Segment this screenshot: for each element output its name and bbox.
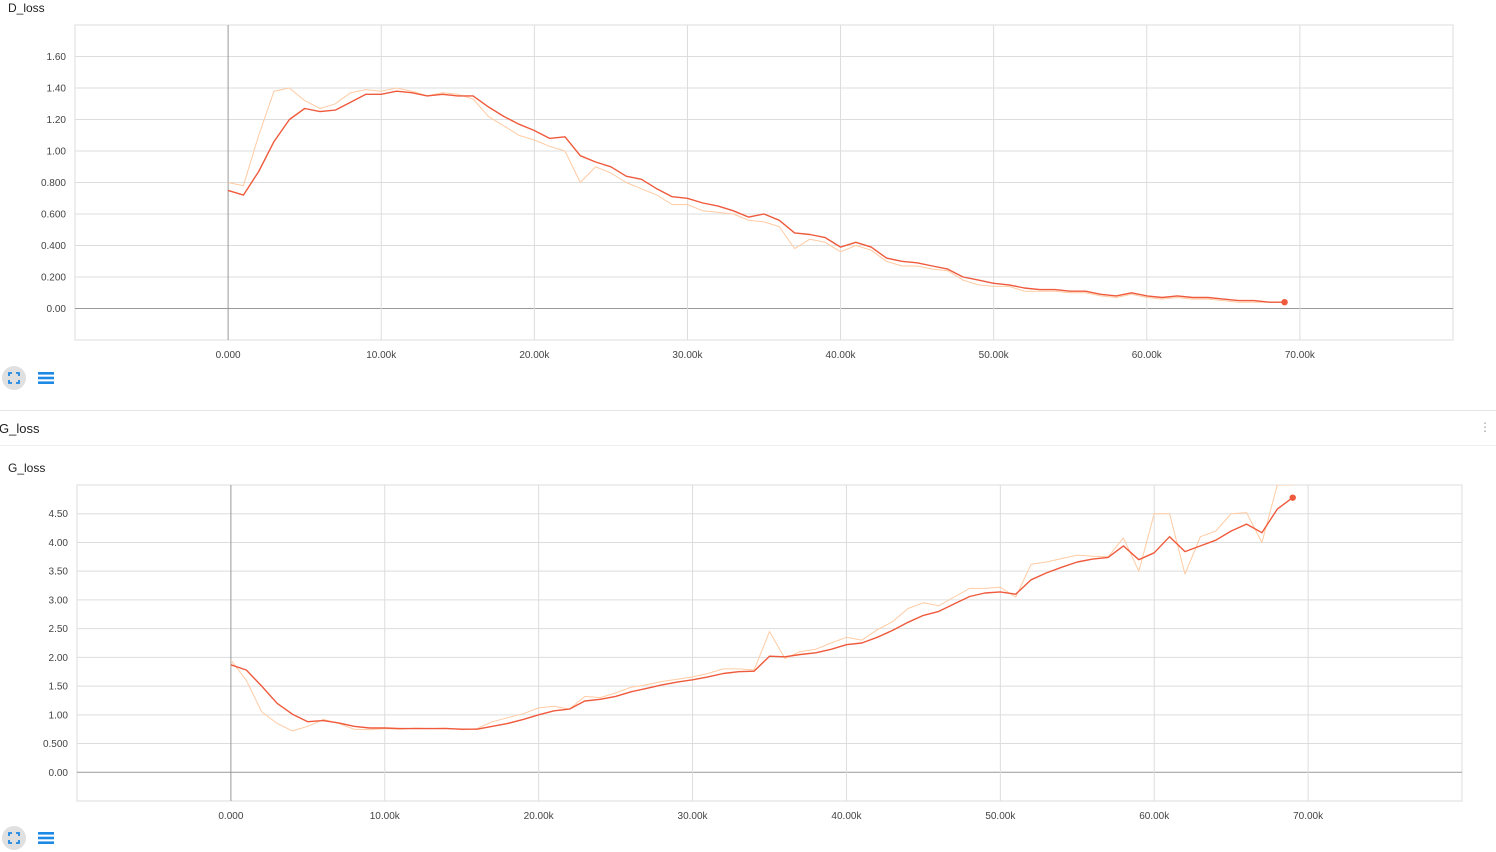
d-loss-chart[interactable]: 0.00 0.200 0.400 0.600 0.800 1.00 1.20 1.40 1.60…: [0, 20, 1496, 365]
chart-title-d-loss: D_loss: [8, 1, 45, 15]
y-tick-label: 1.60: [47, 52, 67, 63]
list-icon: [38, 832, 54, 844]
x-tick-label: 20.00k: [524, 811, 555, 822]
x-tick-label: 20.00k: [519, 350, 550, 361]
expand-chart-button-g-loss[interactable]: [2, 826, 26, 850]
x-tick-label: 70.00k: [1293, 811, 1324, 822]
y-tick-label: 4.50: [49, 509, 69, 520]
y-tick-label: 2.00: [49, 653, 69, 664]
y-tick-label: 0.400: [41, 241, 66, 252]
y-tick-label: 4.00: [49, 538, 69, 549]
x-tick-label: 50.00k: [985, 811, 1016, 822]
last-point-marker-d-loss: [1281, 299, 1288, 306]
series-line-raw-d-loss: [227, 87, 1285, 303]
x-tick-label: 10.00k: [366, 350, 397, 361]
x-tick-label: 50.00k: [979, 350, 1010, 361]
y-tick-label: 3.50: [49, 567, 69, 578]
y-tick-label: 3.00: [49, 595, 69, 606]
x-tick-label: 30.00k: [672, 350, 703, 361]
y-tick-label: 0.600: [41, 210, 66, 221]
x-tick-label: 70.00k: [1285, 350, 1316, 361]
y-tick-label: 1.00: [49, 710, 69, 721]
group-title: G_loss: [0, 421, 40, 436]
x-tick-label: 30.00k: [678, 811, 709, 822]
plot-frame: [76, 484, 1463, 802]
y-tick-label: 0.800: [41, 178, 66, 189]
chart-title-g-loss: G_loss: [8, 461, 46, 475]
y-tick-label: 1.40: [47, 84, 67, 95]
series-line-raw-g-loss: [230, 485, 1293, 732]
last-point-marker-g-loss: [1289, 494, 1296, 501]
x-tick-label: 0.000: [218, 811, 243, 822]
list-icon: [38, 372, 54, 384]
y-tick-label: 0.500: [43, 739, 68, 750]
x-tick-label: 10.00k: [370, 811, 401, 822]
x-tick-label: 40.00k: [831, 811, 862, 822]
y-tick-label: 0.200: [41, 273, 66, 284]
y-tick-label: 1.50: [49, 682, 69, 693]
series-line-smoothed-g-loss: [230, 497, 1294, 730]
toggle-data-button-g-loss[interactable]: [34, 826, 58, 850]
y-tick-label: 1.20: [47, 115, 67, 126]
y-tick-label: 0.00: [47, 304, 67, 315]
g-loss-chart[interactable]: 0.00 0.500 1.00 1.50 2.00 2.50 3.00 3.50 4.00 4.5…: [0, 480, 1496, 825]
fullscreen-icon: [8, 832, 20, 844]
x-tick-label: 40.00k: [826, 350, 857, 361]
toggle-data-button-d-loss[interactable]: [34, 366, 58, 390]
y-tick-label: 0.00: [49, 768, 69, 779]
y-tick-label: 1.00: [47, 147, 67, 158]
x-tick-label: 0.000: [216, 350, 241, 361]
x-tick-label: 60.00k: [1139, 811, 1170, 822]
expand-chart-button-d-loss[interactable]: [2, 366, 26, 390]
fullscreen-icon: [8, 372, 20, 384]
y-tick-label: 2.50: [49, 624, 69, 635]
more-vert-icon[interactable]: ⋮: [1479, 420, 1491, 434]
group-header[interactable]: G_loss ⋮: [0, 410, 1496, 446]
series-line-smoothed-d-loss: [227, 90, 1285, 303]
x-tick-label: 60.00k: [1132, 350, 1163, 361]
